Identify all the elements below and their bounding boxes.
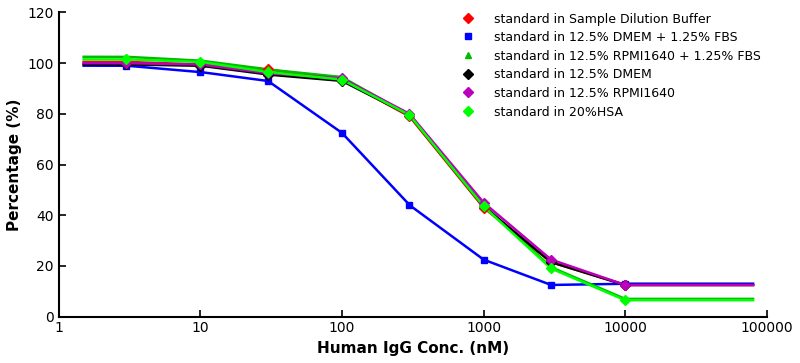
standard in Sample Dilution Buffer — [337, 77, 346, 82]
standard in 12.5% DMEM + 1.25% FBS — [546, 283, 556, 287]
Y-axis label: Percentage (%): Percentage (%) — [7, 98, 22, 231]
standard in 12.5% DMEM + 1.25% FBS — [405, 203, 414, 207]
standard in 12.5% RPMI1640 — [620, 283, 630, 287]
standard in Sample Dilution Buffer — [478, 205, 488, 210]
standard in 12.5% DMEM + 1.25% FBS — [337, 131, 346, 135]
standard in 20%HSA — [546, 266, 556, 271]
standard in 12.5% RPMI1640 + 1.25% FBS — [263, 67, 273, 72]
standard in 12.5% RPMI1640 + 1.25% FBS — [122, 54, 131, 59]
standard in 12.5% DMEM — [405, 113, 414, 117]
Line: standard in 20%HSA: standard in 20%HSA — [123, 56, 629, 303]
standard in 12.5% DMEM — [620, 283, 630, 287]
standard in 20%HSA — [620, 298, 630, 302]
standard in Sample Dilution Buffer — [546, 260, 556, 264]
standard in 12.5% RPMI1640 — [478, 200, 488, 205]
standard in 12.5% DMEM — [478, 204, 488, 209]
Line: standard in 12.5% DMEM: standard in 12.5% DMEM — [123, 61, 629, 289]
standard in 12.5% RPMI1640 — [195, 62, 205, 66]
standard in 12.5% RPMI1640 — [122, 61, 131, 65]
standard in 12.5% RPMI1640 — [337, 76, 346, 81]
standard in 12.5% RPMI1640 — [263, 71, 273, 76]
standard in 12.5% RPMI1640 + 1.25% FBS — [546, 265, 556, 269]
standard in Sample Dilution Buffer — [405, 114, 414, 119]
standard in 12.5% DMEM — [337, 79, 346, 83]
standard in 12.5% RPMI1640 + 1.25% FBS — [195, 58, 205, 63]
standard in 12.5% DMEM + 1.25% FBS — [263, 79, 273, 83]
standard in 12.5% DMEM + 1.25% FBS — [478, 257, 488, 262]
standard in 12.5% DMEM — [122, 62, 131, 66]
X-axis label: Human IgG Conc. (nM): Human IgG Conc. (nM) — [317, 341, 509, 356]
Legend: standard in Sample Dilution Buffer, standard in 12.5% DMEM + 1.25% FBS, standard: standard in Sample Dilution Buffer, stan… — [452, 13, 761, 119]
standard in 12.5% DMEM — [195, 64, 205, 68]
standard in 20%HSA — [337, 77, 346, 82]
standard in 20%HSA — [263, 70, 273, 74]
standard in 12.5% DMEM — [263, 72, 273, 77]
standard in 20%HSA — [478, 204, 488, 209]
standard in 12.5% RPMI1640 + 1.25% FBS — [620, 297, 630, 301]
standard in 12.5% RPMI1640 + 1.25% FBS — [478, 203, 488, 207]
standard in 12.5% RPMI1640 — [405, 112, 414, 116]
standard in 12.5% RPMI1640 + 1.25% FBS — [405, 113, 414, 117]
standard in 20%HSA — [195, 60, 205, 64]
standard in Sample Dilution Buffer — [122, 60, 131, 64]
Line: standard in 12.5% RPMI1640: standard in 12.5% RPMI1640 — [123, 60, 629, 289]
standard in 12.5% RPMI1640 + 1.25% FBS — [337, 75, 346, 79]
standard in 12.5% DMEM + 1.25% FBS — [620, 281, 630, 286]
standard in 12.5% DMEM — [546, 260, 556, 264]
standard in 20%HSA — [122, 57, 131, 61]
Line: standard in Sample Dilution Buffer: standard in Sample Dilution Buffer — [123, 58, 629, 289]
Line: standard in 12.5% DMEM + 1.25% FBS: standard in 12.5% DMEM + 1.25% FBS — [123, 62, 629, 289]
standard in 20%HSA — [405, 113, 414, 117]
standard in 12.5% RPMI1640 — [546, 257, 556, 262]
standard in Sample Dilution Buffer — [263, 67, 273, 72]
standard in 12.5% DMEM + 1.25% FBS — [195, 70, 205, 74]
standard in Sample Dilution Buffer — [620, 283, 630, 287]
standard in Sample Dilution Buffer — [195, 62, 205, 66]
Line: standard in 12.5% RPMI1640 + 1.25% FBS: standard in 12.5% RPMI1640 + 1.25% FBS — [123, 53, 629, 302]
standard in 12.5% DMEM + 1.25% FBS — [122, 64, 131, 68]
